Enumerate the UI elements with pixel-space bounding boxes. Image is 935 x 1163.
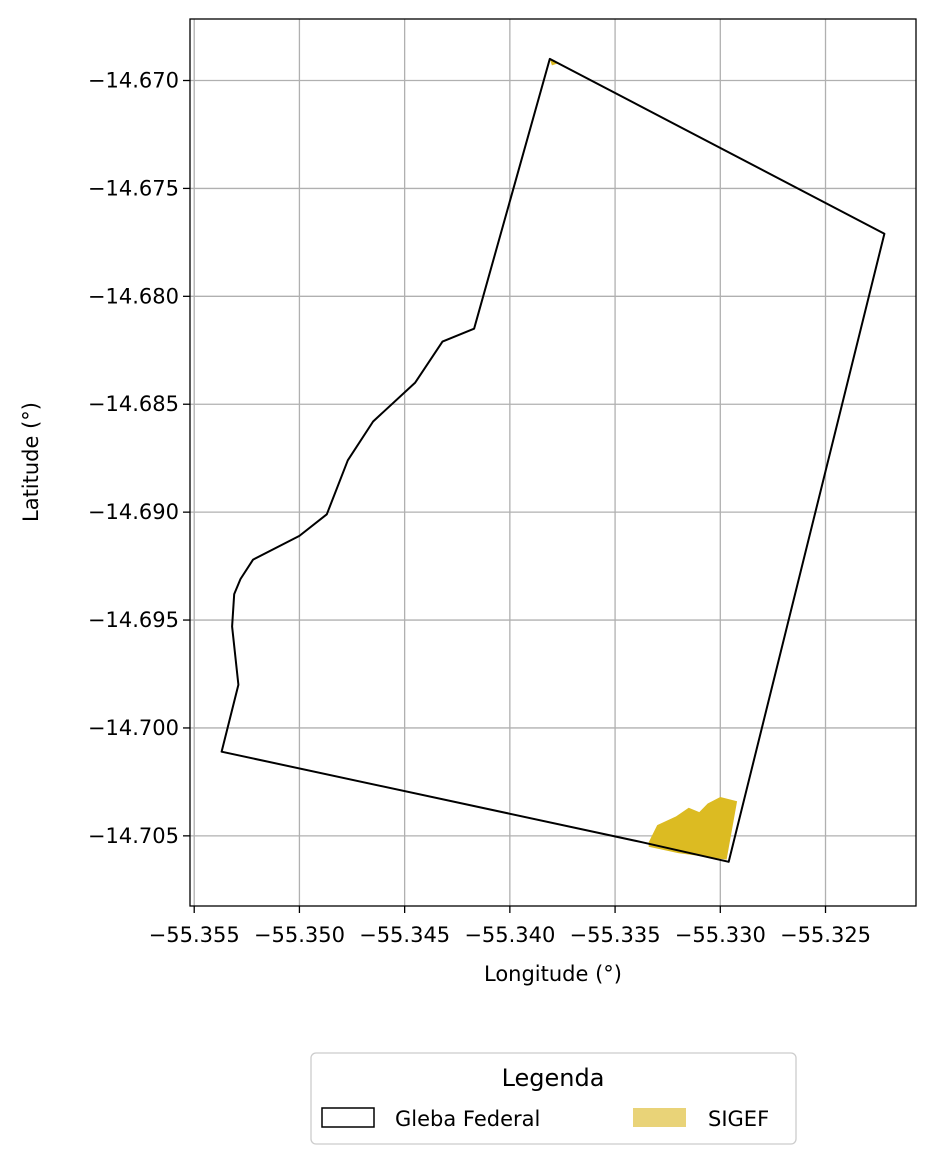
y-tick-label: −14.670 (88, 69, 179, 93)
y-tick-label: −14.700 (88, 716, 179, 740)
y-tick-label: −14.705 (88, 824, 179, 848)
y-tick-label: −14.685 (88, 392, 179, 416)
y-axis-label: Latitude (°) (19, 402, 43, 522)
legend-swatch-gleba-federal (321, 1107, 375, 1128)
x-tick-label: −55.345 (359, 923, 450, 947)
axes-frame (189, 18, 917, 907)
y-tick-label: −14.690 (88, 500, 179, 524)
x-axis-label: Longitude (°) (484, 962, 622, 986)
x-axis-ticks: −55.355 −55.350 −55.345 −55.340 −55.335 −55.3… (149, 906, 871, 947)
y-tick-label: −14.675 (88, 176, 179, 200)
legend: Legenda Gleba Federal SIGEF (310, 1052, 797, 1145)
y-tick-label: −14.695 (88, 608, 179, 632)
map-layers (220, 57, 886, 863)
y-tick-label: −14.680 (88, 284, 179, 308)
x-tick-label: −55.355 (149, 923, 240, 947)
gleba-federal-boundary (220, 57, 886, 863)
y-axis-ticks: −14.670 −14.675 −14.680 −14.685 −14.690 −14.6… (88, 69, 190, 848)
legend-swatch-sigef (633, 1108, 686, 1127)
x-tick-label: −55.325 (780, 923, 871, 947)
legend-title: Legenda (502, 1064, 605, 1092)
legend-label-gleba-federal: Gleba Federal (395, 1107, 540, 1131)
x-tick-label: −55.335 (570, 923, 661, 947)
legend-label-sigef: SIGEF (708, 1107, 769, 1131)
x-tick-label: −55.340 (464, 923, 555, 947)
grid-lines (190, 19, 916, 906)
sigef-parcel (648, 797, 738, 860)
x-tick-label: −55.330 (675, 923, 766, 947)
x-tick-label: −55.350 (254, 923, 345, 947)
